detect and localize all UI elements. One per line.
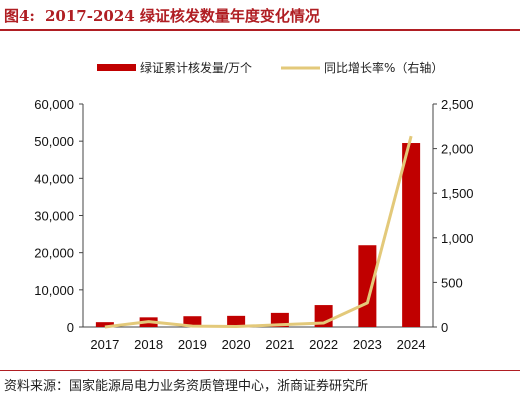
- source-rule: [0, 370, 520, 371]
- left-tick-label: 40,000: [34, 171, 74, 186]
- x-tick-label: 2021: [265, 337, 294, 352]
- right-tick-label: 2,500: [441, 97, 474, 112]
- x-tick-label: 2022: [309, 337, 338, 352]
- right-tick-label: 1,000: [441, 231, 474, 246]
- bar: [183, 316, 202, 327]
- x-tick-label: 2019: [178, 337, 207, 352]
- right-tick-label: 500: [441, 275, 463, 290]
- bar: [358, 245, 377, 327]
- x-tick-label: 2018: [134, 337, 163, 352]
- bar: [95, 322, 114, 327]
- left-tick-label: 10,000: [34, 283, 74, 298]
- title-rule: [0, 29, 520, 31]
- figure-number: 图4:: [4, 7, 35, 25]
- right-tick-label: 0: [441, 320, 448, 335]
- legend-bar-label: 绿证累计核发量/万个: [140, 60, 252, 75]
- bar: [227, 315, 246, 327]
- bar: [402, 143, 421, 327]
- source-note: 资料来源：国家能源局电力业务资质管理中心，浙商证券研究所: [4, 379, 369, 394]
- left-tick-label: 60,000: [34, 97, 74, 112]
- right-tick-label: 1,500: [441, 186, 474, 201]
- x-tick-label: 2023: [353, 337, 382, 352]
- left-tick-label: 50,000: [34, 134, 74, 149]
- right-tick-label: 2,000: [441, 142, 474, 157]
- left-tick-label: 30,000: [34, 209, 74, 224]
- x-tick-label: 2024: [397, 337, 426, 352]
- x-tick-label: 2020: [222, 337, 251, 352]
- left-tick-label: 20,000: [34, 246, 74, 261]
- x-tick-label: 2017: [90, 337, 119, 352]
- combo-chart: 绿证累计核发量/万个 同比增长率%（右轴） 0 10,000 20,000 30,000 4…: [34, 60, 474, 352]
- growth-line: [104, 135, 413, 329]
- figure-title-text: 2017-2024 绿证核发数量年度变化情况: [44, 7, 320, 25]
- figure-title: 图4: 2017-2024 绿证核发数量年度变化情况: [4, 4, 516, 28]
- left-tick-label: 0: [67, 320, 74, 335]
- legend-line-label: 同比增长率%（右轴）: [324, 60, 443, 75]
- legend-bar-swatch: [97, 64, 136, 71]
